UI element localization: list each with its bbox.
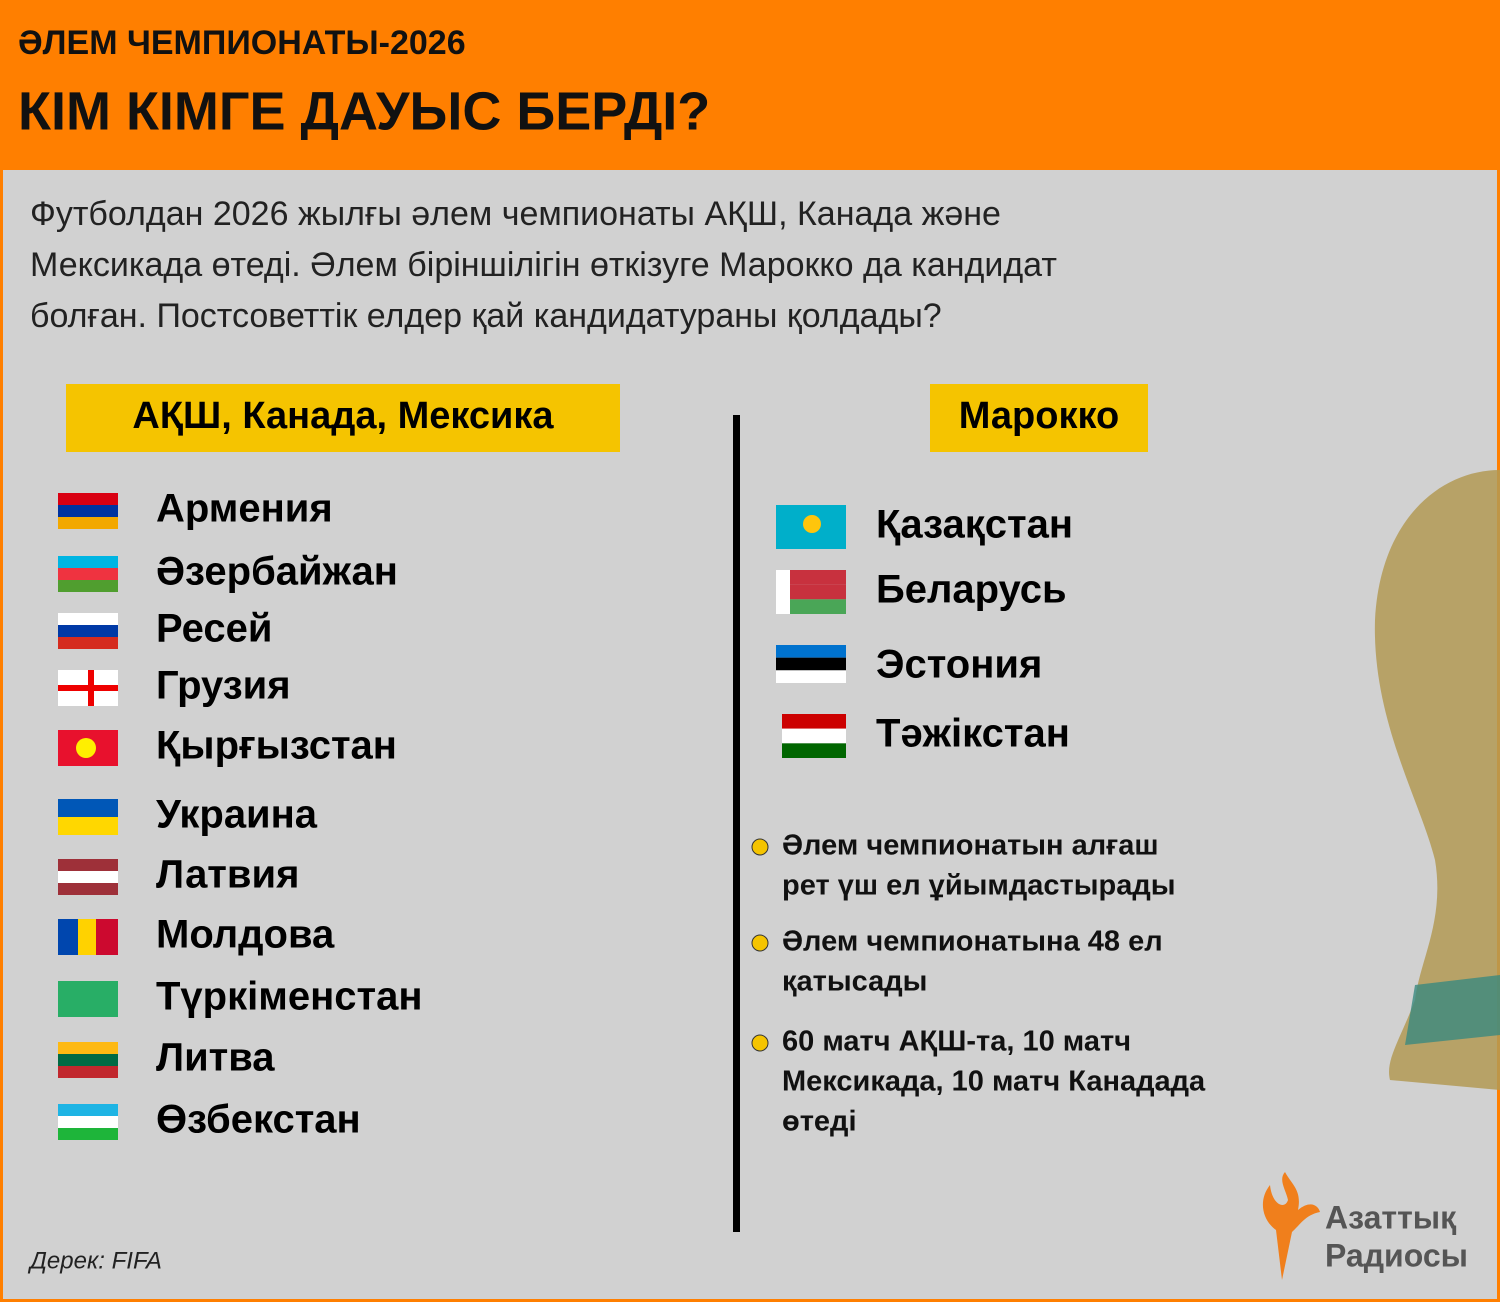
flag [776,584,846,600]
logo-text: Азаттық [1325,1199,1457,1235]
country: Өзбекстан [156,1098,361,1142]
fact: қатысады [782,966,927,998]
left-heading: АҚШ, Канада, Мексика [132,395,554,437]
country: Беларусь [876,568,1067,612]
flag [58,1128,118,1140]
intro-line: болған. Постсоветтік елдер қай кандидату… [30,297,942,335]
country: Түркіменстан [156,975,422,1019]
flag [76,738,96,758]
flag [58,568,118,580]
flag [58,871,118,883]
intro-line: Мексикада өтеді. Әлем біріншілігін өткіз… [30,246,1057,284]
flag [776,599,846,614]
flag [58,580,118,592]
trophy-base [1405,975,1500,1045]
fact: Мексикада, 10 матч Канадада [782,1066,1206,1098]
right-heading: Марокко [959,395,1119,437]
country: Әзербайжан [156,550,398,594]
flag [96,919,118,955]
country: Латвия [156,853,299,897]
logo-icon [1262,1172,1320,1280]
flag [58,505,118,517]
bullet [751,934,769,952]
flag [803,515,821,533]
flag [58,556,118,568]
flag [58,493,118,505]
kicker: ӘЛЕМ ЧЕМПИОНАТЫ-2026 [18,24,466,62]
flag [58,1116,118,1128]
flag [782,714,846,729]
fact: рет үш ел ұйымдастырады [782,870,1176,902]
flag [782,743,846,758]
logo-text: Радиосы [1325,1237,1468,1273]
flag [58,883,118,895]
country: Грузия [156,664,291,708]
country: Молдова [156,913,335,957]
fact: Әлем чемпионатын алғаш [782,830,1159,862]
flag [776,570,846,585]
flag [58,859,118,871]
trophy [1374,470,1500,1090]
flag [58,1066,118,1078]
country: Қырғызстан [156,724,397,768]
country: Армения [156,487,333,531]
heading-box [66,384,620,452]
intro-line: Футболдан 2026 жылғы әлем чемпионаты АҚШ… [30,195,1001,233]
title: КІМ КІМГЕ ДАУЫС БЕРДІ? [18,81,710,141]
flag [58,1104,118,1116]
flag [776,570,790,614]
divider [733,415,740,1232]
fact: 60 матч АҚШ-та, 10 матч [782,1026,1131,1058]
country: Украина [156,793,318,837]
flag [58,1054,118,1066]
heading-box [930,384,1148,452]
flag [58,613,118,625]
flag [58,1042,118,1054]
country: Эстония [876,643,1042,687]
flag [58,817,118,835]
flag [776,657,846,671]
flag [58,685,118,691]
bullet [751,1034,769,1052]
country: Ресей [156,607,272,651]
country: Қазақстан [876,503,1073,547]
country: Литва [156,1036,275,1080]
flag [58,625,118,637]
flag [58,517,118,529]
bullet [751,838,769,856]
fact: өтеді [782,1106,857,1138]
flag [78,919,96,955]
source: Дерек: FIFA [27,1247,162,1274]
background [3,170,1497,1299]
flag [58,799,118,817]
country: Тәжікстан [876,712,1070,756]
fact: Әлем чемпионатына 48 ел [782,926,1163,958]
flag [58,637,118,649]
flag [776,645,846,658]
flag [782,728,846,744]
flag [58,981,118,1017]
flag [776,670,846,683]
